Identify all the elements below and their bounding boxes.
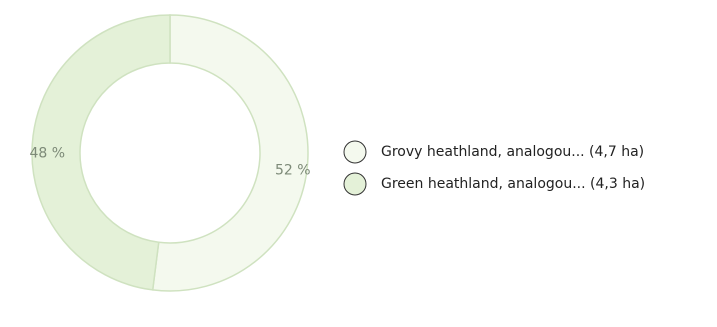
legend-label: Green heathland, analogou... (4,3 ha): [381, 176, 645, 192]
legend-marker: [343, 140, 367, 164]
legend-marker: [343, 172, 367, 196]
slice-label: 48 %: [29, 145, 65, 161]
donut-slice: [151, 14, 309, 292]
donut-slice: [31, 14, 171, 291]
legend-label: Grovy heathland, analogou... (4,7 ha): [381, 144, 644, 160]
slice-label: 52 %: [275, 163, 311, 179]
